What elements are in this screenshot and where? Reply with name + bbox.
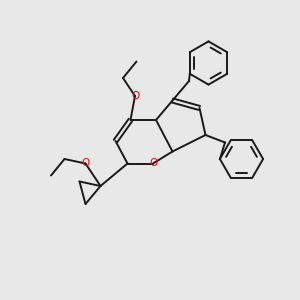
Text: O: O — [149, 158, 157, 169]
Text: O: O — [131, 91, 139, 101]
Text: O: O — [81, 158, 90, 169]
